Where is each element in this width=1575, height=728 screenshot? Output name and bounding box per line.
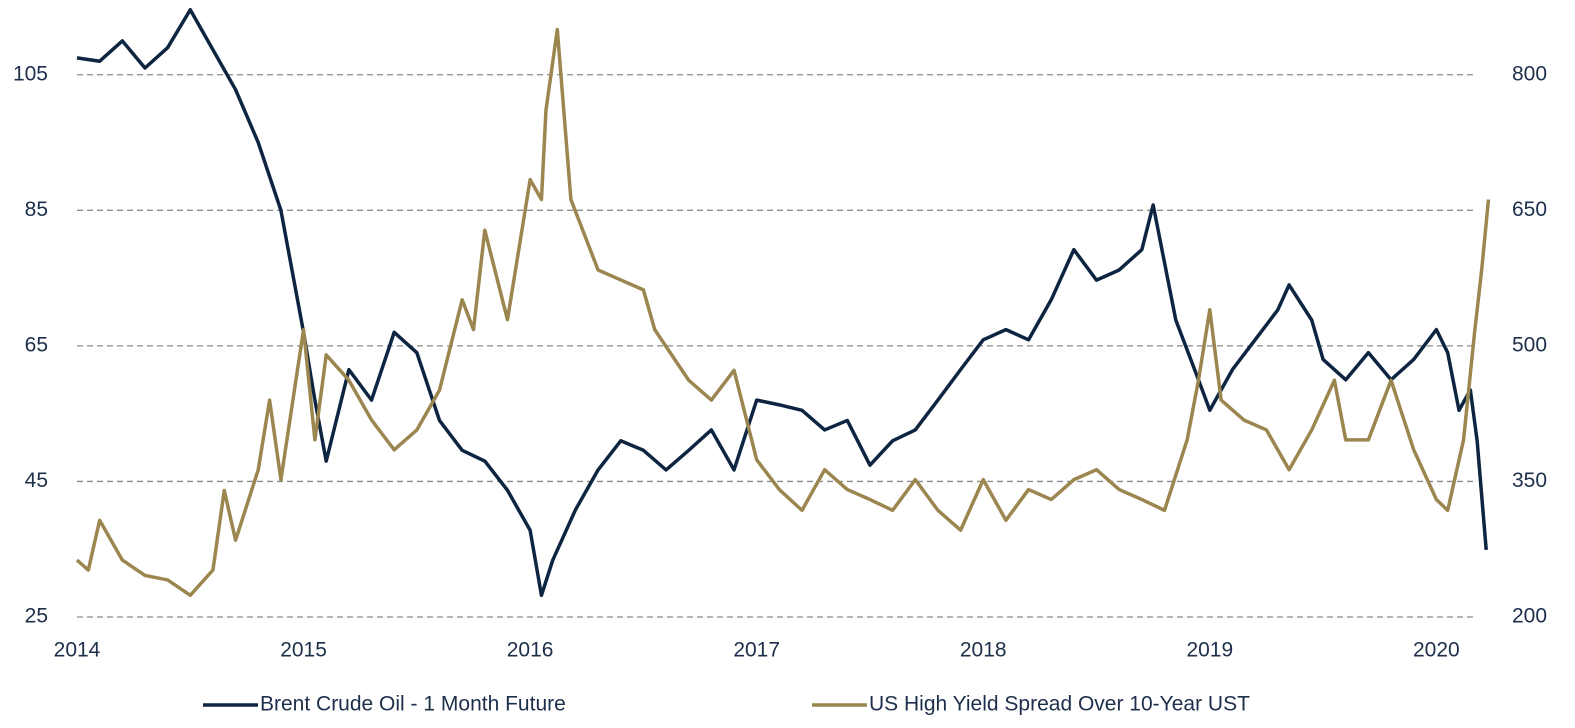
series-line <box>75 27 1491 598</box>
x-tick-label: 2014 <box>54 639 101 662</box>
x-tick-label: 2020 <box>1413 639 1460 662</box>
x-tick-label: 2017 <box>733 639 780 662</box>
y-tick-label: 105 <box>13 62 48 85</box>
y-tick-label: 25 <box>25 605 48 628</box>
x-tick-label: 2018 <box>960 639 1007 662</box>
x-tick-label: 2016 <box>507 639 554 662</box>
y2-tick-label: 650 <box>1512 198 1547 221</box>
legend-label: US High Yield Spread Over 10-Year UST <box>869 693 1250 716</box>
y-tick-label: 85 <box>25 198 48 221</box>
y-tick-label: 65 <box>25 333 48 356</box>
y2-tick-label: 800 <box>1512 62 1547 85</box>
x-tick-label: 2015 <box>280 639 327 662</box>
y2-tick-label: 350 <box>1512 469 1547 492</box>
y2-tick-label: 200 <box>1512 605 1547 628</box>
y-tick-label: 45 <box>25 469 48 492</box>
x-tick-label: 2019 <box>1186 639 1233 662</box>
y2-tick-label: 500 <box>1512 333 1547 356</box>
series-line <box>76 7 1488 598</box>
legend-label: Brent Crude Oil - 1 Month Future <box>260 693 566 716</box>
